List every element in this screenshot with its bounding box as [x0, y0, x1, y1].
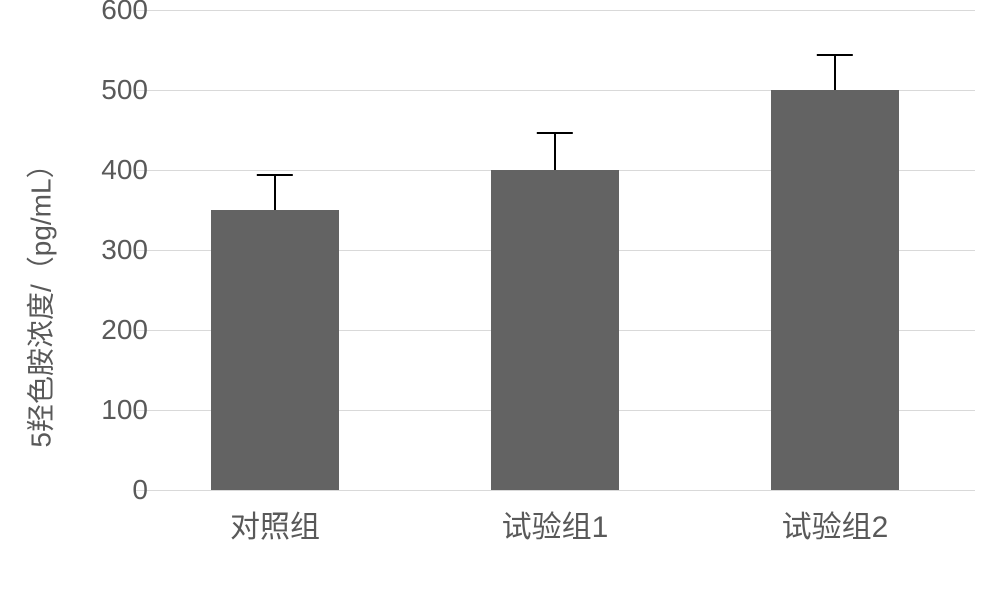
- category-label: 对照组: [230, 502, 320, 546]
- y-tick-label: 0: [78, 474, 148, 506]
- y-tick-label: 400: [78, 154, 148, 186]
- bar: [211, 210, 340, 490]
- category-label: 试验组2: [782, 502, 889, 546]
- bar-chart: 5羟色胺浓度/（pg/mL） 0 100 200 300 400 500 600 对照组 试验组…: [0, 0, 1000, 597]
- category-label: 试验组1: [502, 502, 609, 546]
- y-tick-label: 200: [78, 314, 148, 346]
- y-tick-label: 100: [78, 394, 148, 426]
- y-tick-label: 500: [78, 74, 148, 106]
- plot-area: [135, 10, 975, 490]
- y-tick-label: 300: [78, 234, 148, 266]
- gridline: [135, 490, 975, 491]
- bars-container: [135, 10, 975, 490]
- bar: [771, 90, 900, 490]
- bar: [491, 170, 620, 490]
- y-tick-label: 600: [78, 0, 148, 26]
- y-axis-label: 5羟色胺浓度/（pg/mL）: [20, 150, 60, 447]
